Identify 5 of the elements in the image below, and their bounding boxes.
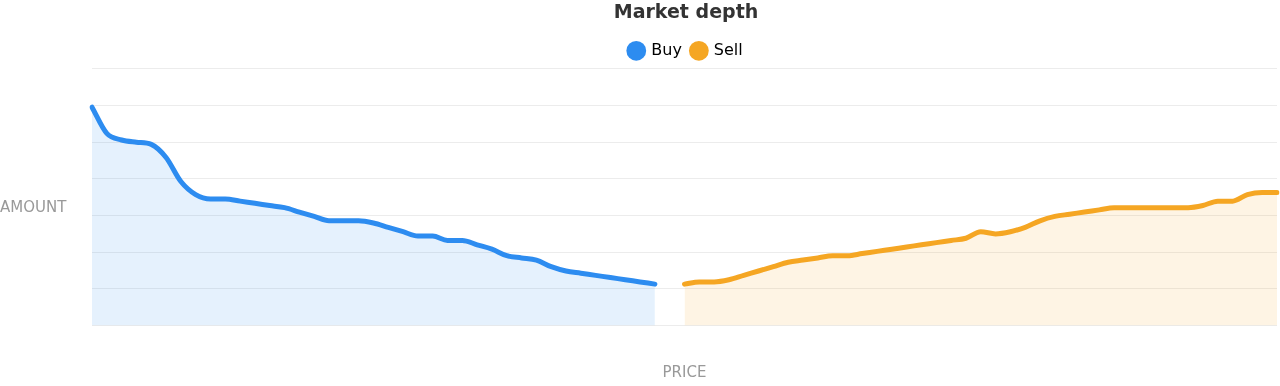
y-axis-title: AMOUNT (0, 198, 67, 216)
legend-label: Sell (713, 39, 743, 59)
chart-title: Market depth (613, 0, 759, 23)
x-axis-title: PRICE (662, 362, 707, 381)
legend-label: Buy (651, 39, 682, 59)
